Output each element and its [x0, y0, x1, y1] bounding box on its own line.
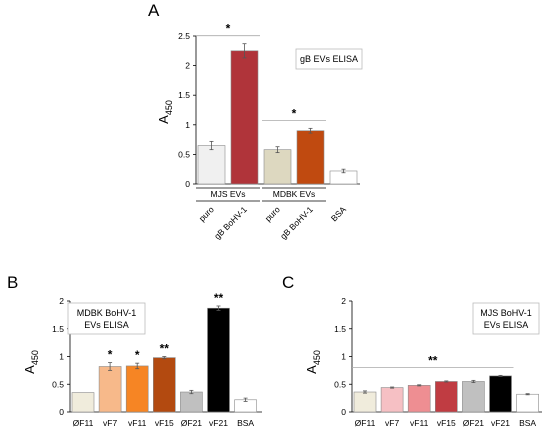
- x-category-label: vF21: [491, 418, 510, 428]
- y-tick-label: 2: [185, 61, 190, 71]
- group-label: MJS EVs: [211, 189, 246, 199]
- x-category-label: vF11: [410, 418, 429, 428]
- y-tick-label: 1.5: [334, 324, 346, 334]
- x-category-label: vF21: [209, 418, 228, 428]
- x-category-label: gB BoHV-1: [212, 204, 249, 241]
- legend-box: [472, 302, 540, 335]
- significance-star: *: [226, 22, 231, 36]
- legend-text: gB EVs ELISA: [300, 54, 358, 64]
- x-category-label: ØF21: [181, 418, 203, 428]
- y-tick-label: 1: [185, 120, 190, 130]
- y-tick-label: 2: [59, 296, 64, 306]
- group-label: MDBK EVs: [273, 189, 316, 199]
- x-category-label: ØF21: [463, 418, 485, 428]
- x-category-label: BSA: [329, 204, 348, 223]
- significance-star: **: [428, 353, 438, 367]
- y-axis-label-main: A: [156, 115, 171, 124]
- bar-a-3: [296, 130, 325, 185]
- legend-box: [67, 302, 146, 335]
- y-axis-label: A450: [156, 100, 174, 124]
- significance-star: *: [135, 348, 140, 362]
- y-axis-label-main: A: [22, 365, 37, 374]
- x-category-label: vF15: [155, 418, 174, 428]
- significance-star: *: [108, 348, 113, 362]
- y-tick-label: 0.5: [52, 379, 64, 389]
- bar-c-3: [434, 381, 458, 413]
- x-category-label: BSA: [519, 418, 536, 428]
- y-axis-label-main: A: [304, 365, 319, 374]
- bar-c-1: [380, 387, 404, 413]
- legend-text: MJS BoHV-1: [480, 308, 532, 318]
- y-axis-label-subscript: 450: [312, 350, 322, 365]
- y-tick-label: 0.5: [334, 379, 346, 389]
- y-tick-label: 0: [59, 407, 64, 417]
- bar-b-1: [98, 366, 122, 413]
- bar-c-0: [353, 391, 377, 413]
- y-axis-label-subscript: 450: [30, 350, 40, 365]
- panel-letter: B: [7, 273, 18, 292]
- bar-a-2: [263, 149, 292, 185]
- x-category-label: puro: [197, 204, 216, 223]
- y-tick-label: 0.5: [178, 149, 190, 159]
- panel-b-chart: B 0 0.5 1 1.5 2 A450 ØF11 vF7 * vF11 * vF15 ** ØF21 vF2…: [7, 273, 262, 428]
- x-category-label: gB BoHV-1: [278, 204, 315, 241]
- bar-b-3: [153, 357, 176, 413]
- y-tick-label: 1.5: [178, 90, 190, 100]
- y-axis-label-subscript: 450: [164, 100, 174, 115]
- significance-star: *: [292, 106, 297, 120]
- y-axis-label: A450: [304, 350, 322, 374]
- y-axis-label: A450: [22, 350, 40, 374]
- bar-b-5: [207, 307, 230, 413]
- y-tick-label: 1.5: [52, 324, 64, 334]
- x-category-label: vF7: [103, 418, 117, 428]
- legend-text: EVs ELISA: [84, 320, 129, 330]
- bar-a-1: [230, 50, 259, 185]
- x-category-label: ØF11: [73, 418, 94, 428]
- bar-c-6: [516, 393, 539, 413]
- legend-box: [295, 48, 363, 70]
- y-tick-label: 1: [341, 352, 346, 362]
- bar-b-4: [180, 391, 203, 413]
- y-tick-label: 1: [59, 352, 64, 362]
- x-category-label: vF11: [128, 418, 147, 428]
- legend-text: MDBK BoHV-1: [77, 308, 137, 318]
- bar-c-2: [407, 385, 431, 413]
- legend-text: EVs ELISA: [484, 320, 529, 330]
- bar-c-4: [462, 381, 485, 413]
- bar-a-0: [197, 145, 226, 185]
- x-category-label: BSA: [237, 418, 254, 428]
- x-category-label: ØF11: [355, 418, 376, 428]
- significance-star: **: [160, 342, 170, 356]
- x-category-label: vF7: [385, 418, 399, 428]
- bar-b-0: [71, 392, 95, 413]
- y-tick-label: 2: [341, 296, 346, 306]
- significance-star: **: [214, 291, 224, 305]
- y-tick-label: 2.5: [178, 31, 190, 41]
- x-category-label: puro: [263, 204, 282, 223]
- y-tick-label: 0: [341, 407, 346, 417]
- bar-b-2: [125, 365, 149, 413]
- x-category-label: vF15: [437, 418, 456, 428]
- panel-letter: A: [148, 1, 160, 20]
- y-tick-label: 0: [185, 179, 190, 189]
- panel-letter: C: [282, 273, 294, 292]
- bar-c-5: [489, 375, 512, 413]
- panel-c-chart: C 0 0.5 1 1.5 2 A450 ØF11 vF7 vF11 vF15 ØF21 vF21 BSA…: [282, 273, 542, 428]
